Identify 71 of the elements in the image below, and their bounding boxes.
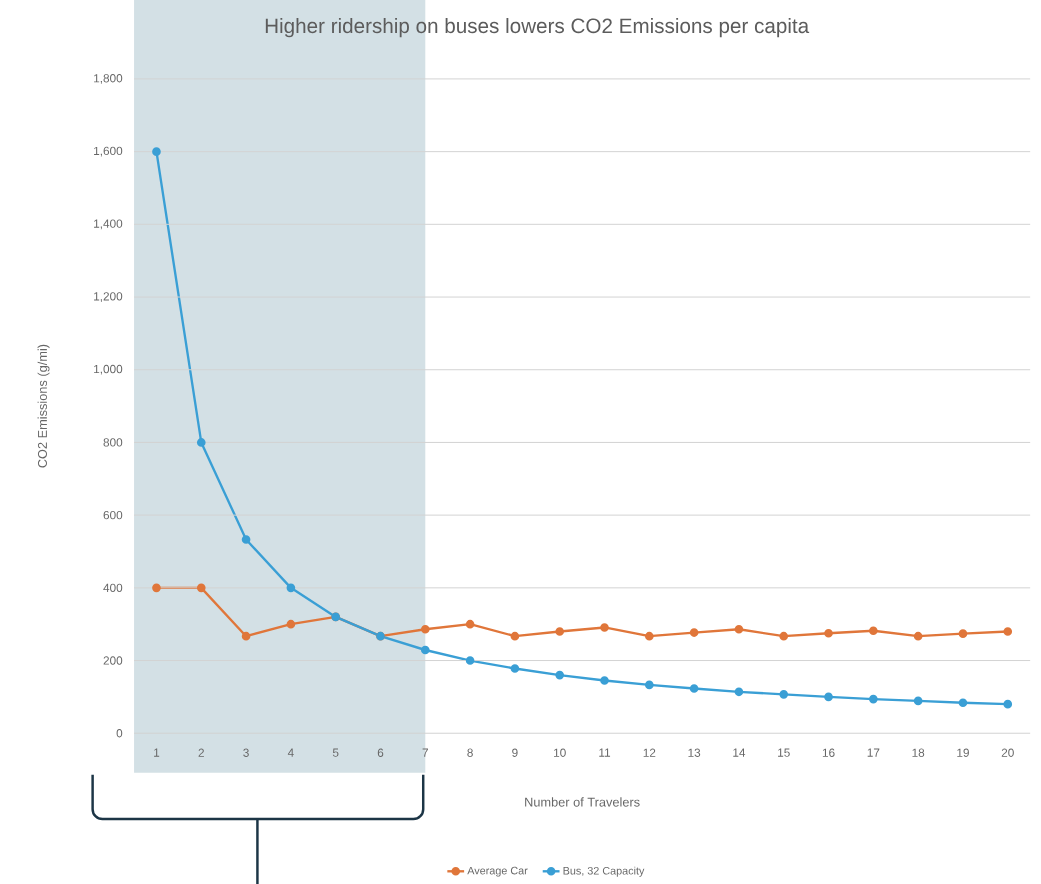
point (689, 684, 699, 693)
point (869, 626, 878, 635)
x-tick-label: 17 (867, 748, 880, 757)
y-tick-label: 400 (103, 583, 123, 592)
point (913, 631, 923, 641)
x-tick-label: 20 (1001, 748, 1014, 757)
y-tick-label: 600 (103, 510, 123, 520)
y-tick-label: 1,200 (94, 292, 123, 302)
x-tick-label: 14 (733, 748, 746, 757)
point (152, 147, 161, 156)
x-tick-label: 8 (467, 748, 473, 757)
x-tick-label: 2 (198, 748, 204, 757)
y-tick-label: 1,800 (94, 73, 123, 84)
x-tick-label: 10 (554, 748, 566, 757)
x-axis-title: Number of Travelers (525, 797, 640, 807)
x-tick-label: 1 (154, 748, 160, 757)
x-tick-label: 19 (957, 748, 969, 757)
y-tick-label: 200 (103, 656, 123, 665)
point (555, 670, 565, 680)
point (644, 680, 654, 690)
point (510, 631, 520, 641)
point (196, 438, 206, 447)
x-tick-label: 6 (377, 748, 384, 757)
point (734, 624, 744, 634)
point (779, 689, 789, 699)
point (600, 676, 609, 685)
point (958, 698, 968, 707)
y-tick-label: 1,000 (94, 364, 123, 375)
point (1003, 699, 1013, 709)
x-tick-label: 7 (422, 748, 428, 757)
point (465, 619, 475, 629)
x-tick-label: 18 (912, 748, 925, 757)
point (420, 645, 430, 655)
point (510, 664, 520, 673)
point (152, 583, 161, 593)
point (734, 687, 744, 697)
y-tick-label: 0 (116, 728, 123, 738)
point (241, 535, 251, 544)
y-tick-label: 800 (103, 438, 123, 447)
chart-title: Higher ridership on buses lowers CO2 Emissions per capita (265, 17, 810, 38)
x-tick-label: 12 (643, 748, 656, 757)
point (779, 631, 789, 641)
point (600, 623, 609, 632)
x-tick-label: 5 (332, 748, 339, 757)
x-tick-label: 13 (688, 748, 701, 757)
point (196, 583, 206, 593)
point (644, 631, 654, 641)
point (824, 628, 833, 638)
point (286, 619, 296, 629)
point (869, 694, 878, 704)
y-tick-label: 1,400 (94, 219, 123, 230)
point (241, 631, 251, 641)
y-axis-title: CO2 Emissions (g/mi) (37, 344, 50, 468)
point (1003, 627, 1013, 636)
x-tick-label: 16 (822, 748, 835, 757)
point (958, 629, 968, 638)
point (913, 696, 923, 706)
point (689, 628, 699, 637)
point (286, 583, 296, 593)
x-tick-label: 11 (599, 748, 611, 757)
legend-label: Average Car (467, 866, 528, 877)
point (824, 692, 833, 702)
x-tick-label: 9 (512, 748, 518, 757)
x-tick-label: 15 (778, 748, 790, 757)
x-tick-label: 3 (243, 748, 249, 757)
point (465, 656, 475, 665)
x-tick-label: 4 (287, 748, 294, 757)
point (420, 624, 430, 634)
point (555, 627, 565, 636)
y-tick-label: 1,600 (94, 146, 123, 157)
legend-label: Bus, 32 Capacity (563, 866, 645, 877)
